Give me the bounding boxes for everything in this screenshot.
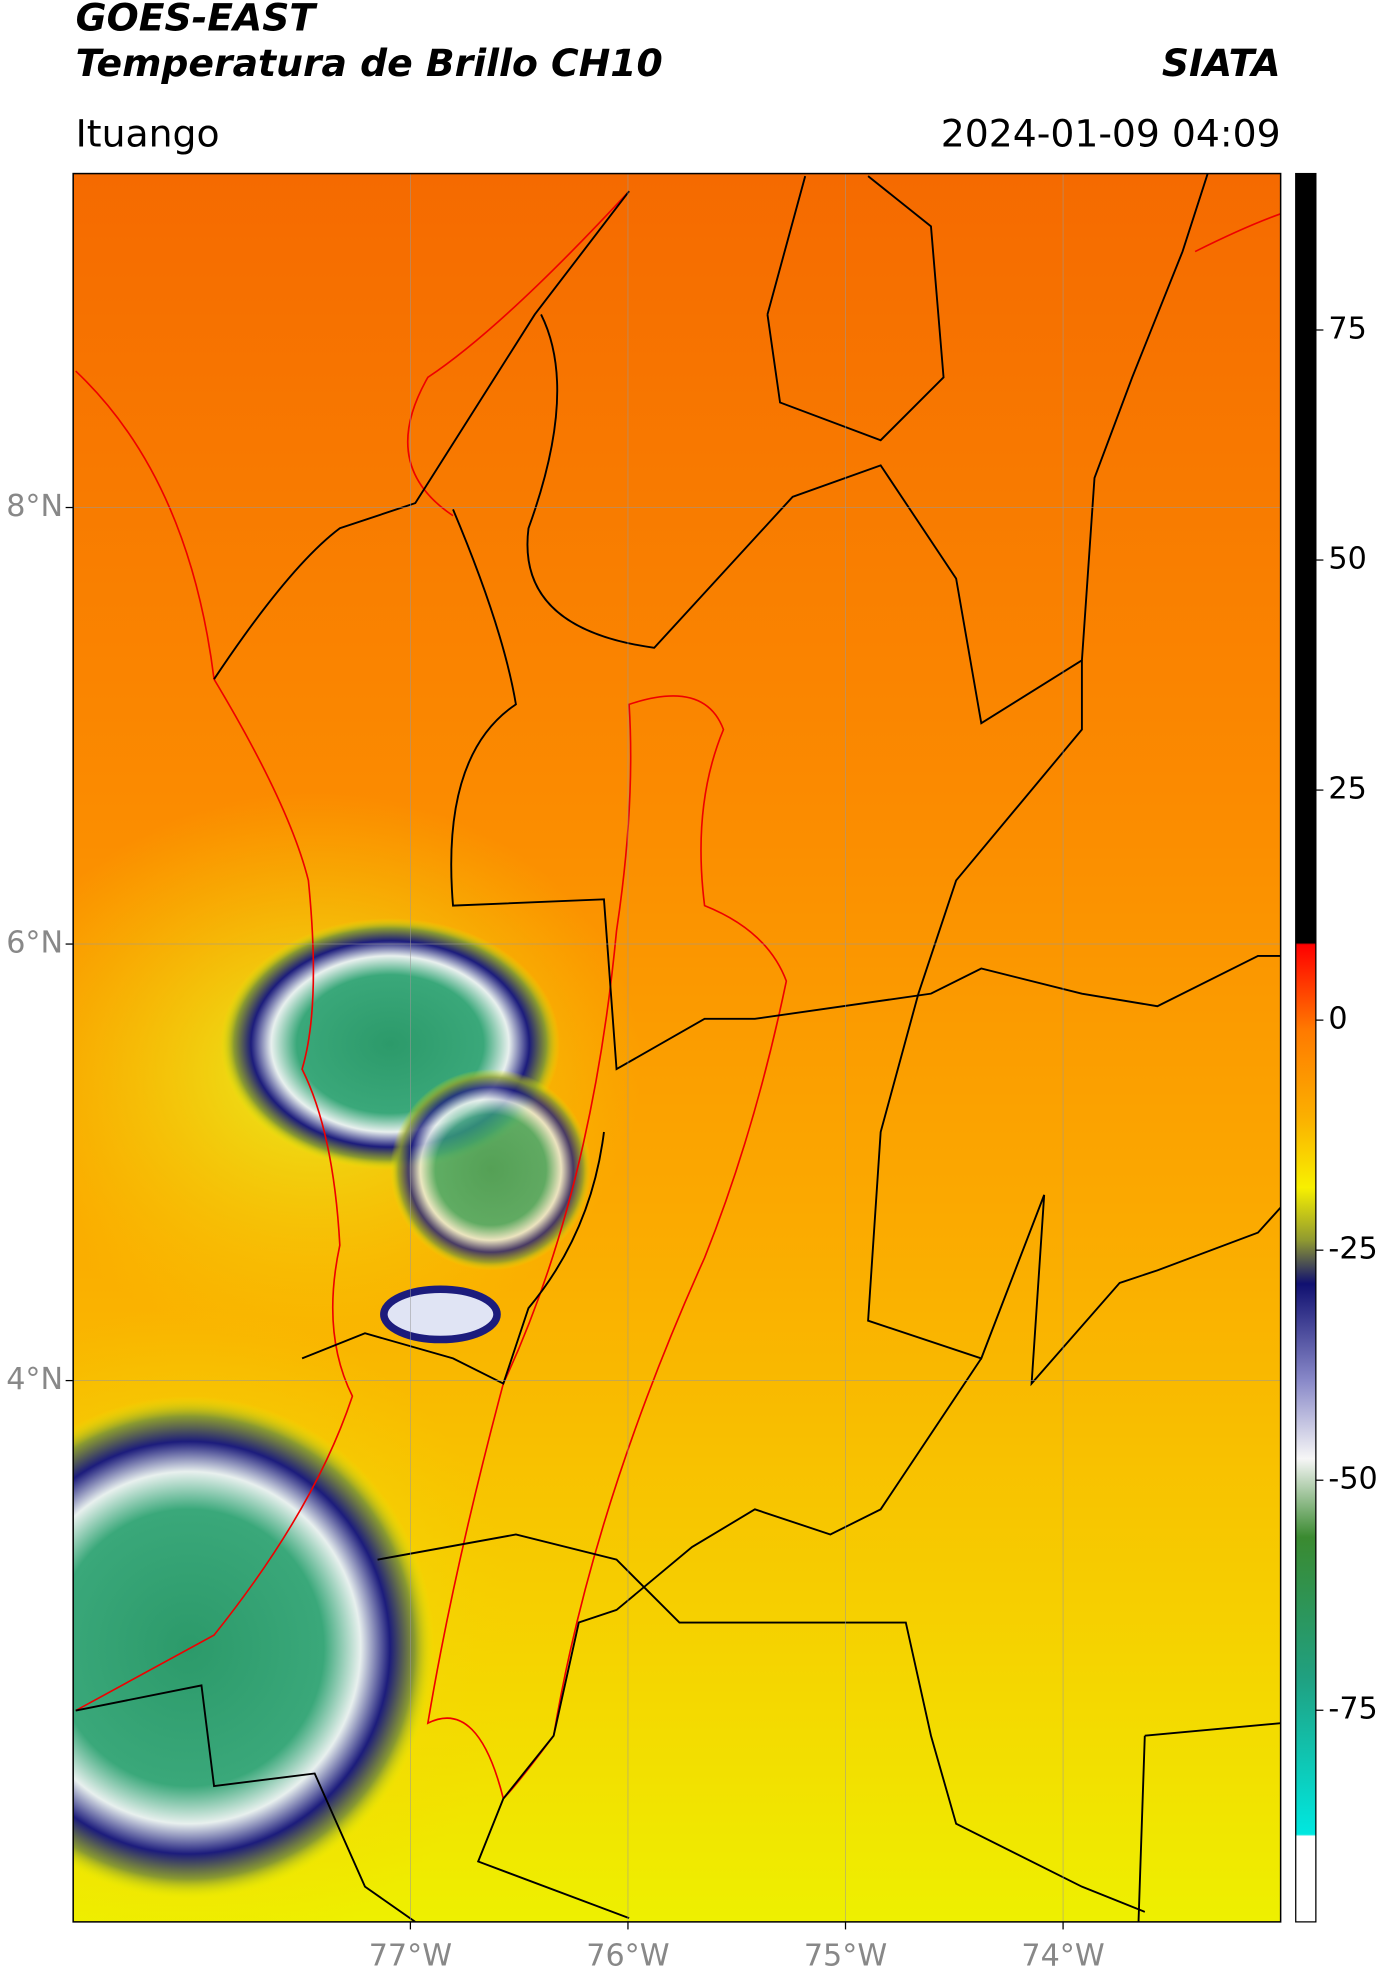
lat-tick-label: 8°N (6, 489, 63, 524)
colorbar (1295, 172, 1317, 1923)
colorbar-tick-label: -25 (1328, 1232, 1377, 1267)
map-frame (72, 172, 1282, 1923)
title: GOES-EAST (76, 0, 319, 40)
datetime: 2024-01-09 04:09 (941, 111, 1281, 155)
lon-tick-label: 75°W (804, 1939, 887, 1974)
colorbar-tick-label: 75 (1328, 312, 1366, 347)
map (73, 173, 1281, 1922)
grid (73, 173, 1281, 1922)
subtitle: Temperatura de Brillo CH10 (76, 41, 663, 85)
colorbar-tick-label: -50 (1328, 1462, 1377, 1497)
source: SIATA (1162, 41, 1281, 85)
colorbar-tick-label: 50 (1328, 542, 1366, 577)
lat-tick-label: 4°N (6, 1362, 63, 1397)
lat-tick-label: 6°N (6, 926, 63, 961)
lon-tick-label: 74°W (1021, 1939, 1104, 1974)
lon-tick-label: 77°W (369, 1939, 452, 1974)
colorbar-tick-label: 0 (1328, 1002, 1347, 1037)
colorbar-tick-label: -75 (1328, 1692, 1377, 1727)
colorbar-tick-label: 25 (1328, 772, 1366, 807)
location: Ituango (76, 111, 220, 155)
lon-tick-label: 76°W (586, 1939, 669, 1974)
